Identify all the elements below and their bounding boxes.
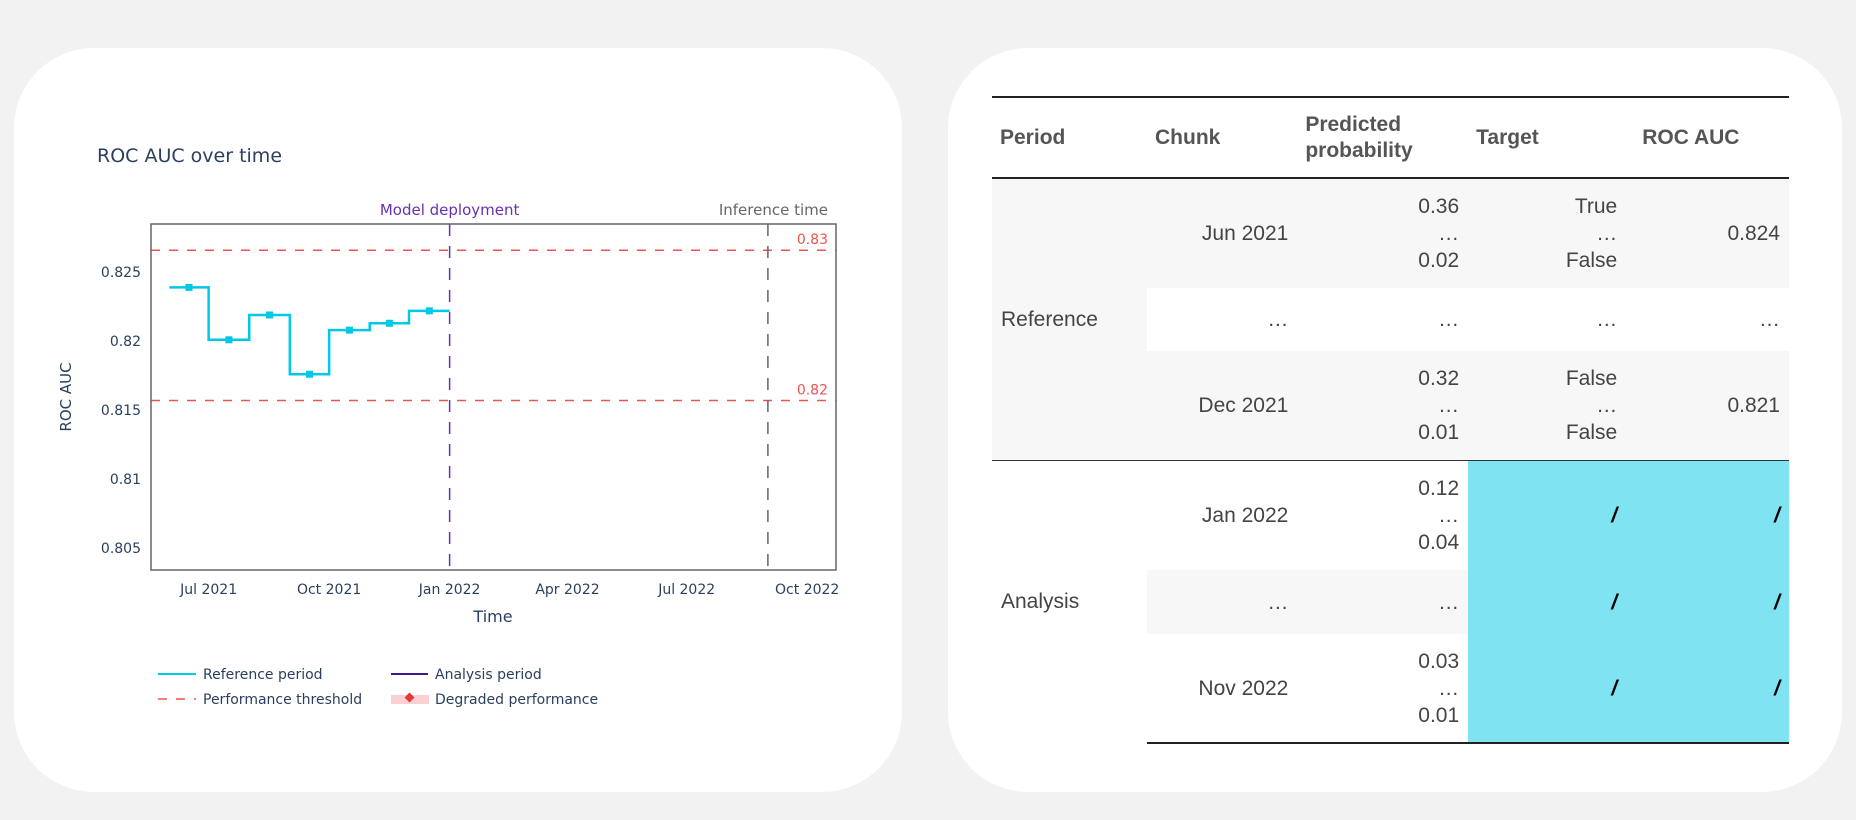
data-point-marker xyxy=(185,283,193,291)
legend-degraded-label: Degraded performance xyxy=(435,692,598,708)
cell-line: 0.04 xyxy=(1418,530,1460,554)
cell-line: 0.01 xyxy=(1418,420,1460,444)
header-predicted-probability: Predicted probability xyxy=(1297,96,1469,179)
probability-cell: … xyxy=(1297,288,1469,351)
cell-line: … xyxy=(1596,222,1618,245)
target-cell: True … False xyxy=(1468,178,1627,288)
reference-step-line xyxy=(169,286,450,376)
legend-threshold-label: Performance threshold xyxy=(203,692,362,708)
header-period: Period xyxy=(992,96,1148,179)
cell-line: … xyxy=(1596,308,1618,331)
chunk-cell: Nov 2022 xyxy=(1147,634,1298,744)
target-cell: / xyxy=(1468,634,1627,744)
roc-auc-cell: / xyxy=(1626,570,1789,634)
roc-auc-chart: ROC AUC over time Time ROC AUC Jul 2021 O… xyxy=(57,145,839,708)
legend-degraded-marker xyxy=(404,692,415,703)
y-tick-label: 0.825 xyxy=(101,265,141,281)
data-point-marker xyxy=(425,307,433,315)
target-cell: … xyxy=(1468,288,1627,351)
x-tick-label: Jul 2022 xyxy=(657,582,715,598)
cell-line: 0.12 xyxy=(1418,476,1460,500)
roc-auc-cell: / xyxy=(1626,634,1789,744)
data-table: Period Chunk Predicted probability Target… xyxy=(992,96,1789,744)
table-row: Dec 2021 0.32 … 0.01 False … False 0.821 xyxy=(992,351,1789,460)
table-row: Nov 2022 0.03 … 0.01 // xyxy=(992,634,1789,744)
chunk-cell: Jan 2022 xyxy=(1147,459,1298,570)
threshold-label: 0.82 xyxy=(797,382,828,398)
target-cell: False … False xyxy=(1468,351,1627,460)
cell-line: 0.36 xyxy=(1418,195,1460,218)
cell-line: 0.01 xyxy=(1418,703,1460,727)
cell-line: 0.02 xyxy=(1418,249,1460,272)
header-target: Target xyxy=(1468,96,1627,179)
cell-line: … xyxy=(1438,393,1460,417)
legend-analysis-label: Analysis period xyxy=(435,667,542,683)
period-cell: Reference xyxy=(992,178,1148,460)
data-point-marker xyxy=(345,326,353,334)
y-tick-label: 0.815 xyxy=(101,403,141,419)
roc-auc-cell: 0.821 xyxy=(1626,351,1789,460)
chunk-cell: … xyxy=(1147,288,1298,351)
chunk-cell: Jun 2021 xyxy=(1147,178,1298,288)
header-line: probability xyxy=(1305,138,1413,162)
table-header-row: Period Chunk Predicted probability Target… xyxy=(992,96,1789,179)
data-point-marker xyxy=(305,370,313,378)
vline-label: Model deployment xyxy=(380,201,520,219)
probability-cell: 0.12 … 0.04 xyxy=(1297,459,1469,570)
x-tick-label: Oct 2021 xyxy=(297,582,361,598)
cell-line: True xyxy=(1574,195,1618,218)
x-axis-label: Time xyxy=(472,607,512,626)
data-point-marker xyxy=(225,336,233,344)
table-row: … … / / xyxy=(992,570,1789,634)
table-row: Reference Jun 2021 0.36 … 0.02 True … False 0.82… xyxy=(992,178,1789,460)
y-tick-label: 0.82 xyxy=(110,334,141,350)
x-tick-label: Jan 2022 xyxy=(418,582,481,598)
cell-line: … xyxy=(1438,503,1460,527)
chart-title: ROC AUC over time xyxy=(97,145,282,167)
table-row: … … … … xyxy=(992,288,1789,351)
header-chunk: Chunk xyxy=(1147,96,1298,179)
plot-frame xyxy=(150,223,837,571)
probability-cell: … xyxy=(1297,570,1469,634)
chunk-cell: … xyxy=(1147,570,1298,634)
y-tick-label: 0.805 xyxy=(101,541,141,557)
y-axis-label: ROC AUC xyxy=(57,362,75,431)
x-tick-label: Jul 2021 xyxy=(179,582,237,598)
data-point-marker xyxy=(266,311,274,319)
cell-line: False xyxy=(1565,366,1618,390)
chart-card xyxy=(14,48,902,792)
target-cell: / xyxy=(1468,459,1627,570)
x-tick-label: Oct 2022 xyxy=(775,582,839,598)
header-line: Predicted xyxy=(1305,112,1402,136)
cell-line: False xyxy=(1565,420,1618,444)
legend-reference-label: Reference period xyxy=(203,667,323,683)
probability-cell: 0.32 … 0.01 xyxy=(1297,351,1469,460)
table-row: Analysis Jan 2022 0.12… 0.04// xyxy=(992,459,1789,743)
data-point-marker xyxy=(385,319,393,327)
cell-line: 0.03 xyxy=(1418,649,1460,673)
cell-line: … xyxy=(1438,308,1460,331)
cell-line: … xyxy=(1438,222,1460,245)
probability-cell: 0.36 … 0.02 xyxy=(1297,178,1469,288)
cell-line: … xyxy=(1438,676,1460,700)
threshold-label: 0.83 xyxy=(797,232,828,248)
roc-auc-cell: … xyxy=(1626,288,1789,351)
target-cell: / xyxy=(1468,570,1627,634)
roc-auc-cell: 0.824 xyxy=(1626,178,1789,288)
cell-line: … xyxy=(1596,393,1618,417)
header-roc-auc: ROC AUC xyxy=(1626,96,1789,179)
period-cell: Analysis xyxy=(992,459,1148,743)
vline-label: Inference time xyxy=(719,201,828,219)
cell-line: 0.32 xyxy=(1418,366,1460,390)
cell-line: False xyxy=(1565,249,1618,272)
x-tick-label: Apr 2022 xyxy=(535,582,599,598)
y-tick-label: 0.81 xyxy=(110,472,141,488)
legend: Reference period Analysis period Perform… xyxy=(158,667,598,708)
roc-auc-cell: / xyxy=(1626,459,1789,570)
cell-line: … xyxy=(1438,590,1460,614)
probability-cell: 0.03 … 0.01 xyxy=(1297,634,1469,744)
chunk-cell: Dec 2021 xyxy=(1147,351,1298,460)
